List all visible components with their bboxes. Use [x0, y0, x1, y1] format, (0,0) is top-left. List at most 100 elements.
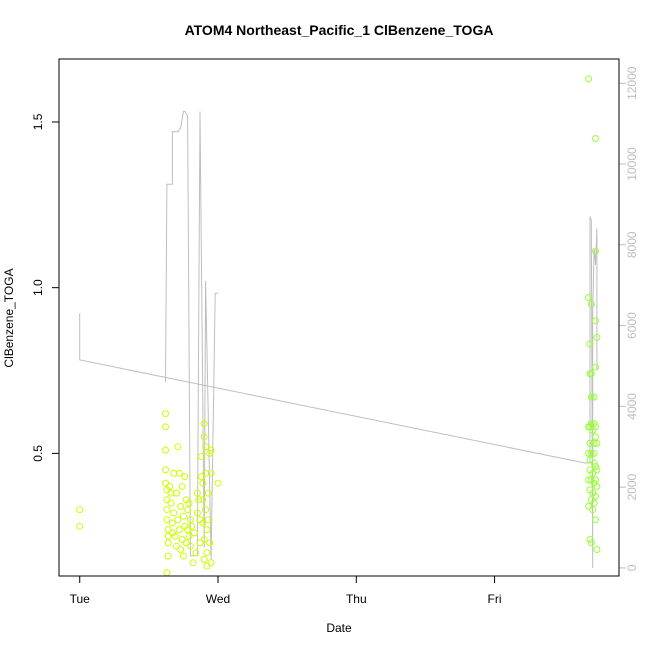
- data-point: [164, 532, 172, 540]
- data-point: [170, 509, 178, 517]
- data-point: [185, 532, 193, 540]
- data-point: [592, 247, 599, 255]
- data-point: [175, 469, 183, 477]
- data-point: [76, 522, 84, 530]
- data-point: [195, 496, 203, 504]
- data-point: [585, 294, 593, 302]
- data-point: [204, 516, 212, 524]
- data-point: [186, 516, 194, 524]
- data-point: [173, 542, 180, 550]
- data-point: [214, 479, 222, 487]
- data-point: [166, 483, 174, 490]
- data-point: [589, 469, 597, 477]
- data-point: [203, 562, 211, 570]
- x-tick-label: Wed: [206, 592, 230, 606]
- y-tick-label: 0.5: [31, 445, 45, 462]
- data-point: [178, 483, 186, 490]
- data-point: [207, 446, 215, 454]
- x-axis-label: Date: [326, 621, 352, 635]
- data-point: [192, 549, 200, 557]
- data-point: [592, 423, 599, 431]
- y2-tick-label: 6000: [625, 312, 639, 339]
- data-point: [590, 439, 598, 447]
- data-point: [207, 559, 215, 567]
- x-tick-label: Tue: [70, 592, 91, 606]
- data-point: [162, 423, 169, 431]
- y2-tick-label: 4000: [625, 393, 639, 420]
- data-point: [590, 459, 598, 467]
- data-point: [592, 363, 599, 371]
- data-point: [199, 479, 207, 487]
- data-point: [590, 449, 598, 457]
- data-point: [587, 393, 595, 401]
- y2-tick-label: 8000: [625, 231, 639, 258]
- y-tick-label: 1.0: [31, 279, 45, 296]
- data-point: [202, 506, 210, 514]
- data-point: [163, 516, 171, 524]
- data-point: [189, 559, 197, 567]
- data-point: [162, 466, 169, 474]
- data-point: [203, 526, 211, 534]
- data-point: [174, 443, 182, 451]
- data-point: [168, 519, 176, 527]
- primary-series-points: [76, 75, 601, 577]
- data-point: [191, 529, 198, 537]
- data-point: [188, 522, 196, 530]
- data-point: [592, 493, 599, 500]
- data-point: [181, 473, 189, 481]
- data-point: [76, 506, 84, 514]
- data-point: [200, 420, 208, 428]
- y2-tick-label: 2000: [625, 473, 639, 500]
- data-point: [199, 519, 207, 527]
- data-point: [587, 420, 595, 428]
- data-point: [592, 516, 599, 524]
- data-point: [177, 502, 185, 510]
- y-axis-label: ClBenzene_TOGA: [2, 268, 16, 367]
- data-point: [593, 546, 601, 553]
- data-point: [593, 466, 601, 474]
- data-point: [586, 370, 594, 378]
- data-point: [193, 509, 201, 517]
- data-point: [592, 463, 599, 471]
- secondary-line-segment-2: [165, 111, 218, 560]
- data-point: [164, 539, 172, 547]
- data-point: [586, 536, 594, 543]
- data-point: [197, 453, 205, 461]
- data-point: [592, 135, 599, 142]
- data-point: [167, 499, 175, 507]
- data-point: [186, 542, 194, 550]
- data-point: [585, 476, 593, 484]
- data-point: [586, 340, 594, 348]
- data-point: [162, 410, 169, 418]
- plot-frame: [58, 58, 620, 577]
- data-point: [196, 539, 204, 547]
- data-point: [202, 443, 210, 451]
- data-point: [200, 555, 208, 563]
- data-point: [185, 499, 193, 507]
- data-point: [163, 506, 171, 514]
- y2-tick-label: 10000: [625, 147, 639, 181]
- data-point: [179, 552, 187, 560]
- data-point: [207, 469, 215, 477]
- data-point: [590, 420, 598, 428]
- data-point: [178, 536, 186, 543]
- data-point: [593, 333, 601, 341]
- data-point: [200, 433, 208, 441]
- y2-tick-label: 12000: [625, 66, 639, 100]
- data-point: [182, 539, 190, 547]
- data-point: [587, 300, 595, 308]
- data-point: [193, 489, 201, 497]
- data-point: [199, 496, 207, 504]
- data-point: [592, 433, 599, 441]
- data-point: [592, 476, 599, 484]
- data-point: [590, 393, 598, 401]
- x-tick-label: Thu: [346, 592, 367, 606]
- data-point: [197, 473, 205, 481]
- data-point: [592, 317, 599, 325]
- data-point: [204, 489, 212, 497]
- data-point: [587, 449, 595, 457]
- data-point: [173, 489, 180, 497]
- data-point: [171, 532, 179, 540]
